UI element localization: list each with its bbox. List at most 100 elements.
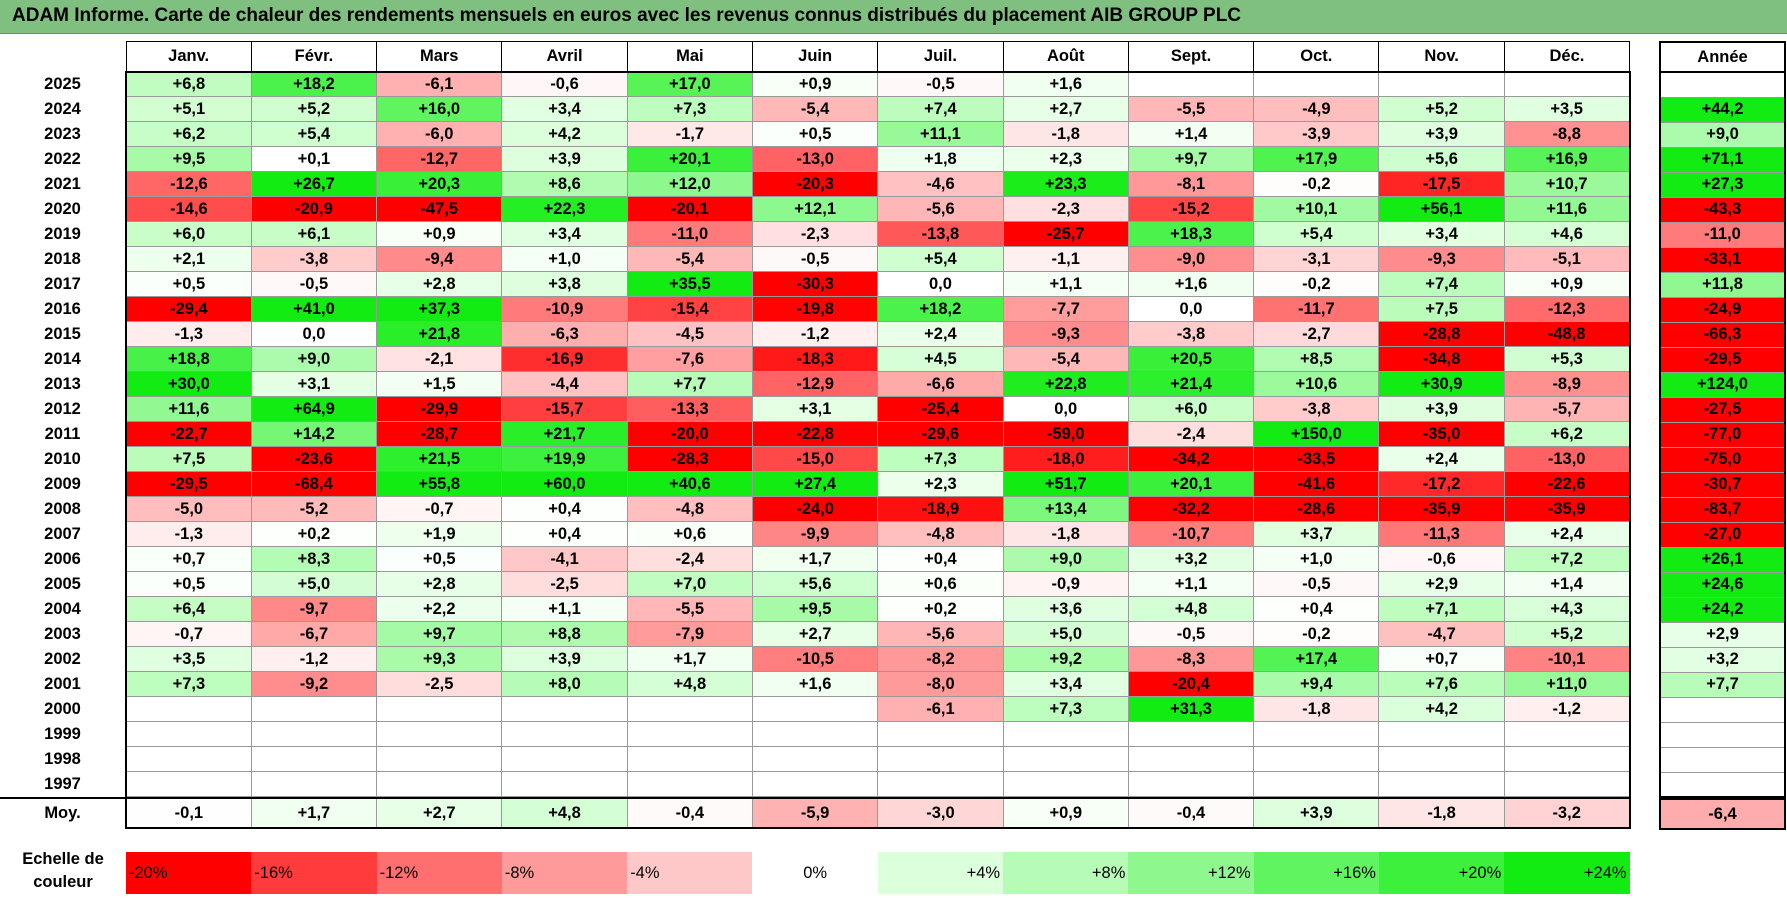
heatmap-cell: +7,1	[1378, 596, 1505, 622]
heatmap-cell: +12,1	[751, 196, 879, 222]
year-label: 2008	[44, 499, 81, 518]
heatmap-cell	[877, 771, 1004, 797]
heatmap-cell: -4,8	[626, 496, 753, 522]
month-header: Mars	[376, 41, 503, 73]
heatmap-cell: -15,2	[1127, 196, 1255, 222]
heatmap-cell: -5,4	[751, 96, 879, 122]
heatmap-cell	[751, 696, 879, 722]
heatmap-cell: -5,5	[626, 596, 753, 622]
heatmap-cell: +1,7	[751, 546, 879, 572]
heatmap-cell: +0,5	[124, 571, 252, 597]
heatmap-cell: +7,7	[626, 371, 753, 397]
annual-cell: +24,2	[1659, 596, 1786, 623]
heatmap-cell: +3,7	[1253, 521, 1380, 547]
heatmap-cell: +8,8	[501, 621, 628, 647]
heatmap-cell: +2,3	[877, 471, 1004, 497]
annual-cell: -24,9	[1659, 296, 1786, 323]
annual-row: +71,1	[1659, 146, 1786, 173]
heatmap-cell	[250, 696, 378, 722]
year-row: 2015 -1,3 0,0 +21,8 -6,3 -4,5 -1,2 +2,4 -9,3 -3,8…	[0, 321, 1631, 347]
annual-row: +26,1	[1659, 546, 1786, 573]
year-label: 2007	[44, 524, 81, 543]
heatmap-cell: 0,0	[1127, 296, 1255, 322]
month-header: Juin	[751, 41, 879, 73]
heatmap-cell: -0,5	[1127, 621, 1255, 647]
average-cell: -0,4	[626, 797, 753, 829]
heatmap-cell: -0,2	[1253, 171, 1380, 197]
header-row: Janv. Févr. Mars Avril Mai Juin Juil. Août Sept.…	[0, 41, 1631, 73]
heatmap-cell: +2,2	[376, 596, 503, 622]
heatmap-cell	[124, 696, 252, 722]
heatmap-cell: 0,0	[1002, 396, 1129, 422]
heatmap-cell: -1,3	[124, 521, 252, 547]
heatmap-cell: -3,8	[1127, 321, 1255, 347]
heatmap-cell	[1378, 70, 1505, 97]
year-row: 2024 +5,1 +5,2 +16,0 +3,4 +7,3 -5,4 +7,4 +2,7 -5,…	[0, 96, 1631, 122]
heatmap-cell: +27,4	[751, 471, 879, 497]
heatmap-cell: +4,3	[1503, 596, 1631, 622]
heatmap-cell: +11,6	[1503, 196, 1631, 222]
year-label: 2012	[44, 399, 81, 418]
heatmap-cell: +14,2	[250, 421, 378, 447]
heatmap-cell: +3,4	[501, 96, 628, 122]
annual-cell: -27,0	[1659, 521, 1786, 548]
heatmap-cell: -5,2	[250, 496, 378, 522]
heatmap-cell: 0,0	[250, 321, 378, 347]
heatmap-cell: +6,8	[124, 70, 252, 97]
heatmap-cell: +9,5	[124, 146, 252, 172]
heatmap-cell: -17,2	[1378, 471, 1505, 497]
heatmap-cell: +0,2	[250, 521, 378, 547]
heatmap-cell	[1002, 721, 1129, 747]
heatmap-cell: +0,5	[751, 121, 879, 147]
heatmap-cell: -28,8	[1378, 321, 1505, 347]
heatmap-cell: -5,6	[877, 196, 1004, 222]
year-label: 2016	[44, 299, 81, 318]
heatmap-cell: +0,4	[1253, 596, 1380, 622]
average-cell: +2,7	[376, 797, 503, 829]
heatmap-cell: +17,4	[1253, 646, 1380, 672]
heatmap-cell: -15,4	[626, 296, 753, 322]
heatmap-cell: -0,2	[1253, 621, 1380, 647]
color-scale-swatch: 0%	[752, 852, 878, 894]
annual-row	[1659, 746, 1786, 773]
heatmap-cell: +0,1	[250, 146, 378, 172]
heatmap-cell	[124, 771, 252, 797]
heatmap-cell: +64,9	[250, 396, 378, 422]
heatmap-cell: -48,8	[1503, 321, 1631, 347]
heatmap-cell: -1,1	[1002, 246, 1129, 272]
heatmap-cell: -13,3	[626, 396, 753, 422]
heatmap-cell: -35,9	[1378, 496, 1505, 522]
annual-cell: +11,8	[1659, 271, 1786, 298]
heatmap-cell: +11,1	[877, 121, 1004, 147]
heatmap-cell	[1253, 771, 1380, 797]
heatmap-cell: +1,0	[501, 246, 628, 272]
heatmap-cell: +0,9	[376, 221, 503, 247]
year-row: 2021 -12,6 +26,7 +20,3 +8,6 +12,0 -20,3 -4,6 +23…	[0, 171, 1631, 197]
heatmap-cell: +3,9	[1378, 121, 1505, 147]
annual-row: -75,0	[1659, 446, 1786, 473]
heatmap-cell	[376, 696, 503, 722]
annual-row: +3,2	[1659, 646, 1786, 673]
heatmap-cell: -15,0	[751, 446, 879, 472]
heatmap-cell: -2,5	[376, 671, 503, 697]
heatmap-cell	[250, 746, 378, 772]
year-row: 2017 +0,5 -0,5 +2,8 +3,8 +35,5 -30,3 0,0 +1,1 +1,…	[0, 271, 1631, 297]
year-label: 2025	[44, 74, 81, 93]
heatmap-cell: +3,9	[501, 146, 628, 172]
heatmap-cell: +7,5	[124, 446, 252, 472]
heatmap-cell: -7,9	[626, 621, 753, 647]
heatmap-cell: -2,4	[626, 546, 753, 572]
heatmap-cell: +1,4	[1503, 571, 1631, 597]
year-label: 2000	[44, 699, 81, 718]
heatmap-cell: -20,1	[626, 196, 753, 222]
heatmap-cell: +5,2	[1503, 621, 1631, 647]
heatmap-cell: +7,3	[1002, 696, 1129, 722]
heatmap-cell: +21,5	[376, 446, 503, 472]
heatmap-cell: +9,5	[751, 596, 879, 622]
heatmap-cell: +0,4	[877, 546, 1004, 572]
heatmap-cell: +7,2	[1503, 546, 1631, 572]
heatmap-cell: -0,5	[751, 246, 879, 272]
heatmap-cell: +4,6	[1503, 221, 1631, 247]
heatmap-cell: +2,7	[1002, 96, 1129, 122]
heatmap-cell: -7,6	[626, 346, 753, 372]
